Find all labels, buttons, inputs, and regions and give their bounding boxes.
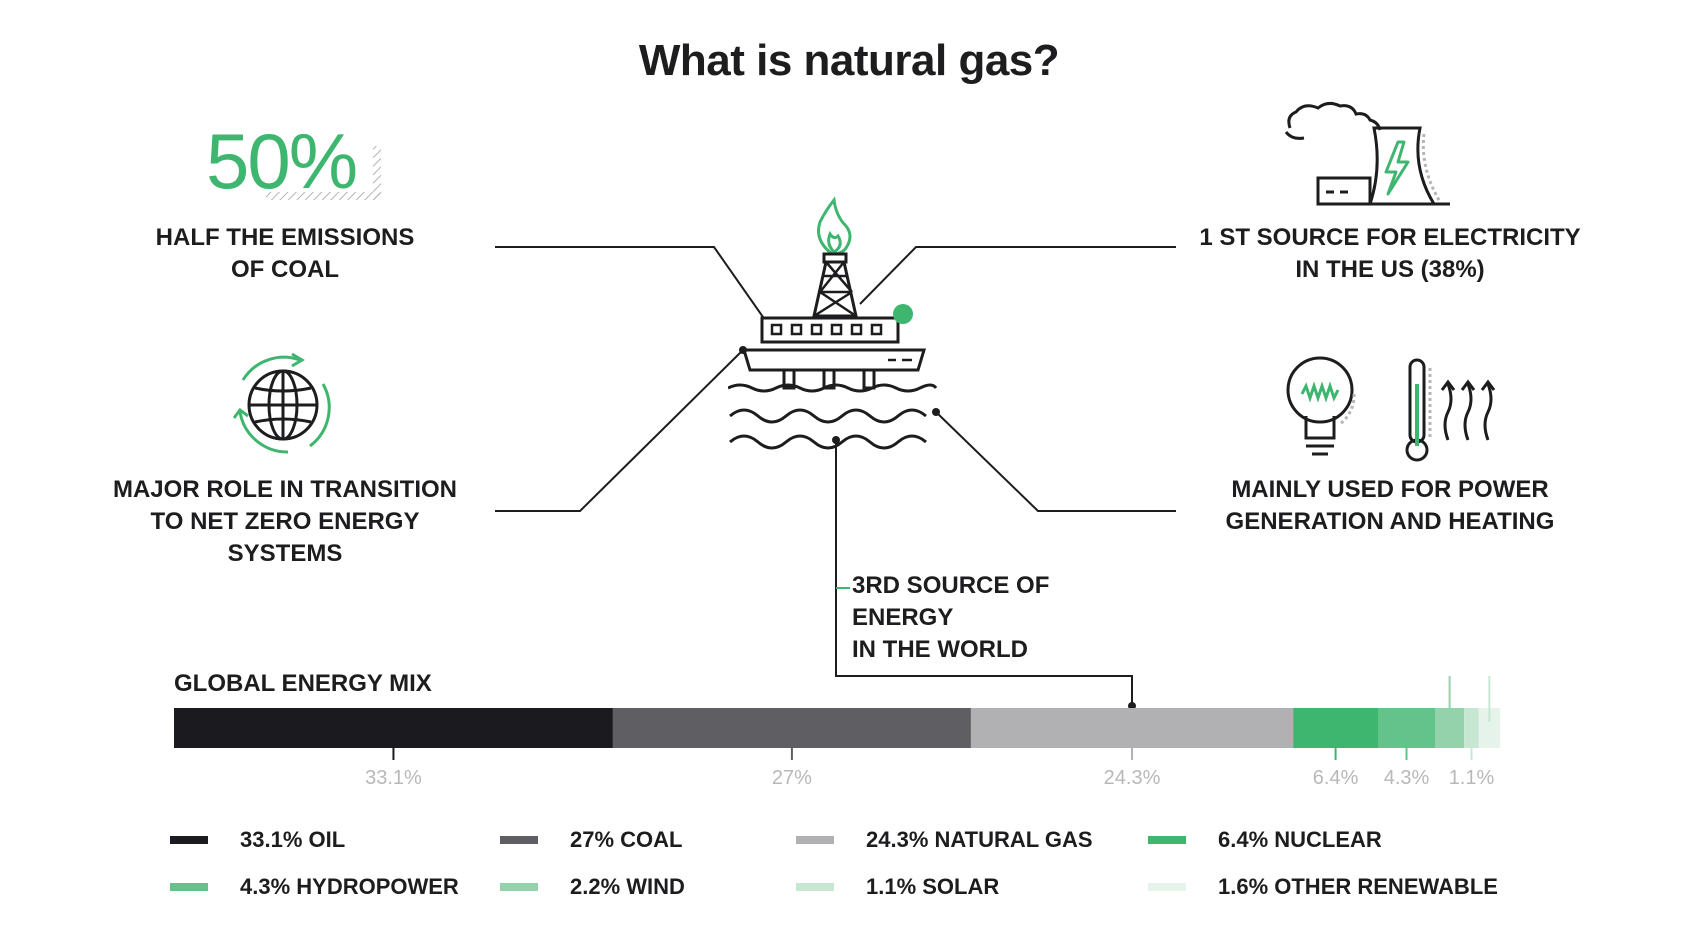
- bar-nuclear: [1293, 708, 1379, 748]
- bar-coal: [612, 708, 971, 748]
- value-label-natural-gas: 24.3%: [1104, 767, 1161, 789]
- legend-item-nuclear: 6.4% NUCLEAR: [1148, 825, 1382, 855]
- legend-label-coal: 27% COAL: [570, 827, 683, 852]
- legend-item-other-renewable: 1.6% OTHER RENEWABLE: [1148, 872, 1498, 902]
- legend-item-wind: 2.2% WIND: [500, 872, 685, 902]
- legend-label-other-renewable: 1.6% OTHER RENEWABLE: [1218, 874, 1498, 899]
- legend-item-solar: 1.1% SOLAR: [796, 872, 999, 902]
- value-label-coal: 27%: [772, 767, 812, 789]
- legend-swatch-solar: [796, 883, 834, 891]
- bar-natural-gas: [970, 708, 1294, 748]
- caption-transition: MAJOR ROLE IN TRANSITION TO NET ZERO ENE…: [90, 474, 480, 570]
- legend-item-hydropower: 4.3% HYDROPOWER: [170, 872, 459, 902]
- caption-power-line1: MAINLY USED FOR POWER: [1231, 476, 1549, 503]
- value-label-solar: 1.1%: [1449, 767, 1495, 789]
- page-title: What is natural gas?: [638, 36, 1060, 85]
- value-label-nuclear: 6.4%: [1313, 767, 1359, 789]
- flame-icon: [817, 196, 852, 256]
- bulb-heat-icon: [1286, 356, 1496, 462]
- legend-swatch-coal: [500, 836, 538, 844]
- caption-power-line2: GENERATION AND HEATING: [1225, 508, 1555, 535]
- legend-swatch-other-renewable: [1148, 883, 1186, 891]
- caption-electricity-line1: 1 ST SOURCE FOR ELECTRICITY: [1199, 224, 1581, 251]
- caption-electricity: 1 ST SOURCE FOR ELECTRICITY IN THE US (3…: [1180, 222, 1600, 286]
- bar-group: 33.1% 27% 24.3% 6.4% 4.3% 2.2% 1.1% 1.6%: [174, 670, 1512, 789]
- legend-swatch-wind: [500, 883, 538, 891]
- stat-50-block: 50%: [206, 112, 386, 212]
- value-label-wind: 2.2%: [1427, 670, 1473, 675]
- bar-other-renewable: [1478, 708, 1500, 748]
- caption-world-line2: IN THE WORLD: [852, 636, 1028, 663]
- power-plant-icon: [1284, 101, 1450, 206]
- legend-label-hydropower: 4.3% HYDROPOWER: [240, 874, 459, 899]
- caption-emissions: HALF THE EMISSIONS OF COAL: [110, 222, 460, 286]
- caption-transition-line3: SYSTEMS: [227, 540, 343, 567]
- offshore-rig-icon: [728, 196, 938, 450]
- legend-item-coal: 27% COAL: [500, 825, 682, 855]
- legend-swatch-hydropower: [170, 883, 208, 891]
- value-label-hydropower: 4.3%: [1384, 767, 1430, 789]
- bar-hydropower: [1378, 708, 1436, 748]
- caption-world: 3RD SOURCE OF ENERGY IN THE WORLD: [852, 570, 1152, 666]
- legend-swatch-natural-gas: [796, 836, 834, 844]
- legend-label-solar: 1.1% SOLAR: [866, 874, 1000, 899]
- chart-title: GLOBAL ENERGY MIX: [174, 670, 432, 697]
- caption-power: MAINLY USED FOR POWER GENERATION AND HEA…: [1180, 474, 1600, 538]
- energy-mix-chart: 33.1% 27% 24.3% 6.4% 4.3% 2.2% 1.1% 1.6%: [174, 670, 1512, 789]
- bar-solar: [1464, 708, 1479, 748]
- caption-world-line1: 3RD SOURCE OF ENERGY: [852, 572, 1050, 631]
- legend-label-natural-gas: 24.3% NATURAL GAS: [866, 827, 1093, 852]
- stat-50-value: 50%: [206, 117, 358, 205]
- caption-electricity-line2: IN THE US (38%): [1295, 256, 1485, 283]
- legend-label-oil: 33.1% OIL: [240, 827, 346, 852]
- caption-transition-line1: MAJOR ROLE IN TRANSITION: [112, 476, 457, 503]
- connector-lines: [495, 246, 1176, 710]
- value-label-other-renewable: 1.6%: [1467, 670, 1513, 675]
- legend-swatch-nuclear: [1148, 836, 1186, 844]
- bar-oil: [174, 708, 613, 748]
- legend-label-nuclear: 6.4% NUCLEAR: [1218, 827, 1382, 852]
- legend-swatch-oil: [170, 836, 208, 844]
- value-label-oil: 33.1%: [365, 767, 422, 789]
- globe-recycle-icon: [232, 352, 331, 454]
- legend-item-natural-gas: 24.3% NATURAL GAS: [796, 825, 1093, 855]
- legend-label-wind: 2.2% WIND: [570, 874, 685, 899]
- caption-emissions-line1: HALF THE EMISSIONS: [155, 224, 415, 251]
- hatch-shadow: [266, 146, 381, 200]
- caption-emissions-line2: OF COAL: [231, 256, 339, 283]
- legend-item-oil: 33.1% OIL: [170, 825, 345, 855]
- caption-transition-line2: TO NET ZERO ENERGY: [150, 508, 420, 535]
